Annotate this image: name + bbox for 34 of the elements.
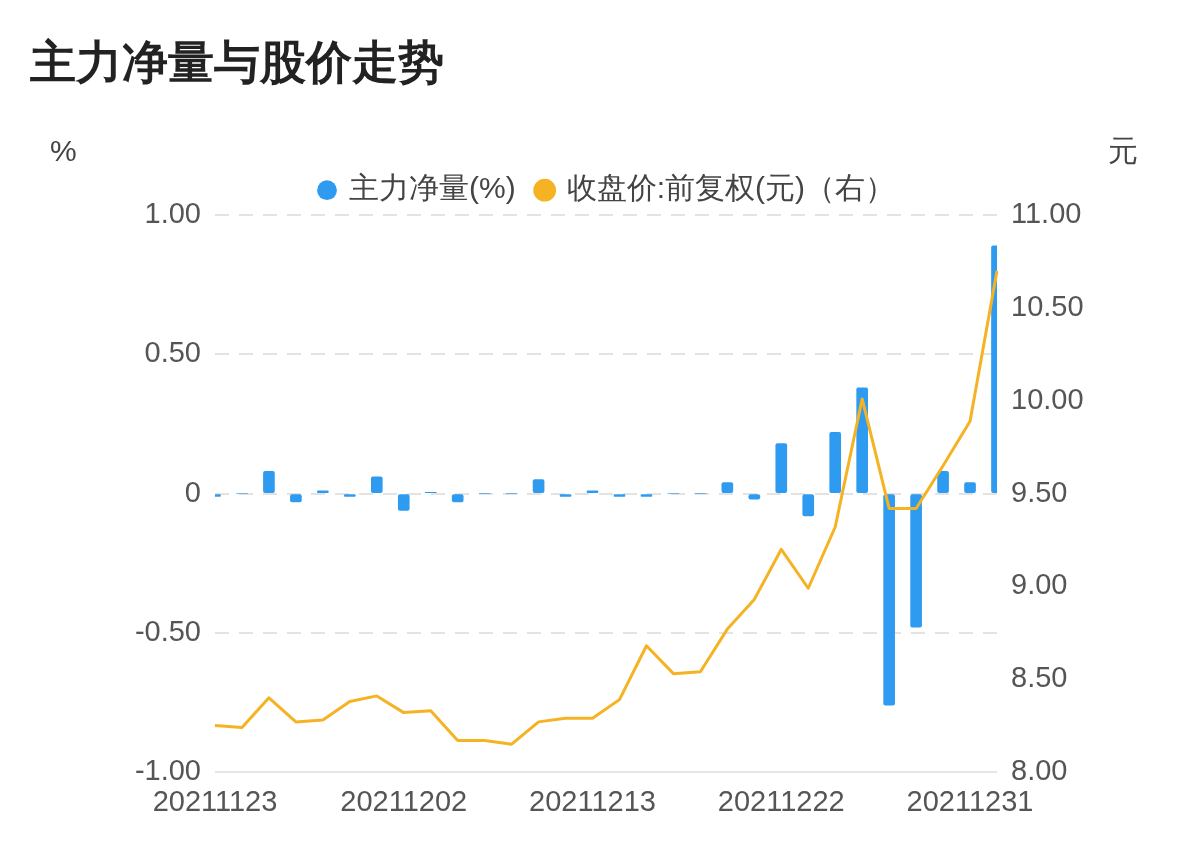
- bar: [721, 482, 734, 493]
- y2-tick-label: 9.00: [1011, 568, 1068, 601]
- y-tick-label: -0.50: [134, 614, 201, 647]
- y2-tick-label: 11.00: [1011, 197, 1082, 230]
- bar: [829, 432, 842, 493]
- y2-tick-label: 8.50: [1011, 661, 1068, 694]
- y2-tick-label: 10.50: [1011, 290, 1084, 322]
- bar: [910, 494, 922, 628]
- bar: [397, 494, 410, 511]
- bar: [532, 479, 545, 493]
- x-tick-label: 20211231: [906, 785, 1034, 818]
- x-tick-label: 20211222: [717, 785, 845, 818]
- bar: [802, 494, 815, 517]
- y-axis-title: %: [50, 134, 77, 168]
- bar: [775, 443, 788, 493]
- chart-title: 主力净量与股价走势: [30, 36, 444, 89]
- legend-label: 主力净量(%): [349, 171, 516, 205]
- bar: [964, 482, 976, 493]
- bar: [937, 471, 949, 493]
- x-tick-label: 20211213: [529, 785, 656, 818]
- y2-tick-label: 8.00: [1011, 754, 1068, 786]
- y-tick-label: 1.00: [144, 197, 201, 230]
- y2-tick-label: 9.50: [1011, 475, 1068, 508]
- x-tick-label: 20211123: [152, 785, 278, 818]
- y2-tick-label: 10.00: [1011, 382, 1084, 415]
- bar: [263, 471, 275, 493]
- x-tick-label: 20211202: [340, 785, 468, 818]
- y-tick-label: -1.00: [134, 754, 201, 786]
- y-tick-label: 0: [184, 475, 201, 508]
- bar: [370, 476, 383, 493]
- y2-axis-title: 元: [1108, 134, 1138, 168]
- y-tick-label: 0.50: [144, 336, 201, 369]
- legend-label: 收盘价:前复权(元)（右）: [566, 171, 895, 205]
- bar: [883, 494, 895, 706]
